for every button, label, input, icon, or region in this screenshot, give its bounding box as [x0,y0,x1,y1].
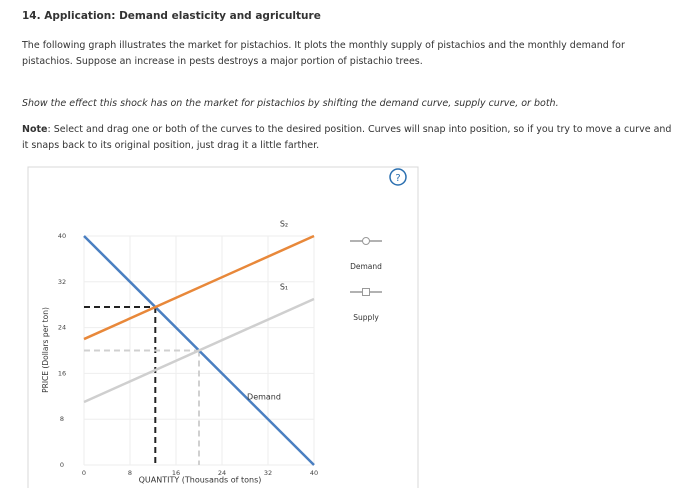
x-tick-label: 0 [82,469,86,477]
legend-label: Demand [350,262,382,271]
x-tick-label: 32 [264,469,272,477]
instruction: Show the effect this shock has on the ma… [22,98,559,109]
intro-text: The following graph illustrates the mark… [22,40,625,67]
curve [83,234,315,341]
curve-label: S₁ [280,282,288,291]
y-tick-label: 32 [58,278,66,286]
legend-marker [362,237,370,245]
help-button[interactable] [389,168,407,186]
x-tick-label: 24 [218,469,226,477]
y-tick-label: 0 [60,461,64,469]
y-axis-label: PRICE (Dollars per ton) [41,307,50,393]
x-axis-label: QUANTITY (Thousands of tons) [139,476,262,485]
y-tick-label: 40 [58,232,66,240]
question-title: 14. Application: Demand elasticity and a… [22,10,321,22]
note: Note: Select and drag one or both of the… [22,122,672,154]
curve [83,297,315,404]
curve-label: Demand [247,393,281,402]
x-tick-label: 16 [172,469,180,477]
y-tick-label: 16 [58,369,66,377]
note-text: : Select and drag one or both of the cur… [22,124,672,151]
x-tick-label: 40 [310,469,318,477]
note-label: Note [22,124,48,135]
help-icon[interactable]: ? [395,173,400,184]
y-tick-label: 8 [60,415,64,423]
x-tick-label: 8 [128,469,132,477]
legend-label: Supply [353,313,379,322]
y-tick-label: 24 [58,324,66,332]
legend-marker [362,288,370,296]
curve-label: S₂ [280,220,288,229]
